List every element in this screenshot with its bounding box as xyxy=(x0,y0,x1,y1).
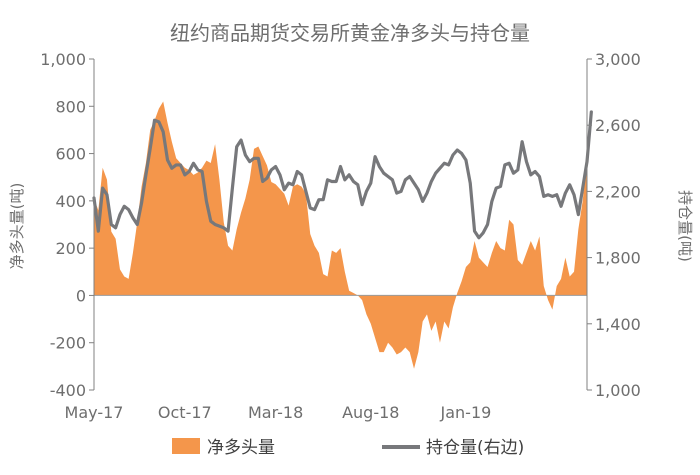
legend: 净多头量 持仓量(右边) xyxy=(172,438,524,458)
right-tick-label: 2,600 xyxy=(595,116,641,135)
open-interest-line xyxy=(92,110,593,240)
right-tick-label: 1,000 xyxy=(595,381,641,400)
left-tick-label: 600 xyxy=(55,145,86,164)
right-tick-label: 3,000 xyxy=(595,50,641,69)
x-tick-label: Mar-18 xyxy=(248,403,303,422)
chart-title: 纽约商品期货交易所黄金净多头与持仓量 xyxy=(170,21,530,45)
right-axis-title: 持仓量(吨) xyxy=(676,190,694,262)
left-axis: -400 -200 0 200 400 600 800 1,000 xyxy=(40,50,95,400)
x-tick-label: Oct-17 xyxy=(158,403,212,422)
x-tick-label: Jan-19 xyxy=(440,403,492,422)
left-tick-label: 1,000 xyxy=(40,50,86,69)
x-tick-label: May-17 xyxy=(65,403,124,422)
left-tick-label: -200 xyxy=(50,334,86,353)
legend-swatch-net-long xyxy=(172,438,200,454)
plot-area xyxy=(92,101,593,369)
right-tick-label: 2,200 xyxy=(595,182,641,201)
net-long-area xyxy=(94,101,587,369)
left-tick-label: 400 xyxy=(55,192,86,211)
right-tick-label: 1,400 xyxy=(595,315,641,334)
left-tick-label: -400 xyxy=(50,381,86,400)
left-tick-label: 200 xyxy=(55,239,86,258)
left-tick-label: 0 xyxy=(76,286,86,305)
left-axis-title: 净多头量(吨) xyxy=(8,183,26,270)
legend-label-open-interest: 持仓量(右边) xyxy=(426,438,524,458)
legend-label-net-long: 净多头量 xyxy=(207,438,275,458)
x-axis: May-17 Oct-17 Mar-18 Aug-18 Jan-19 xyxy=(65,403,492,422)
x-tick-label: Aug-18 xyxy=(342,403,399,422)
right-axis: 1,000 1,400 1,800 2,200 2,600 3,000 xyxy=(586,50,641,400)
right-tick-label: 1,800 xyxy=(595,249,641,268)
left-tick-label: 800 xyxy=(55,97,86,116)
